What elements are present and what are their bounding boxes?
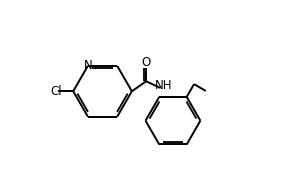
Text: Cl: Cl [50, 85, 62, 98]
Text: O: O [141, 56, 151, 70]
Text: NH: NH [155, 79, 172, 93]
Text: N: N [83, 59, 92, 72]
